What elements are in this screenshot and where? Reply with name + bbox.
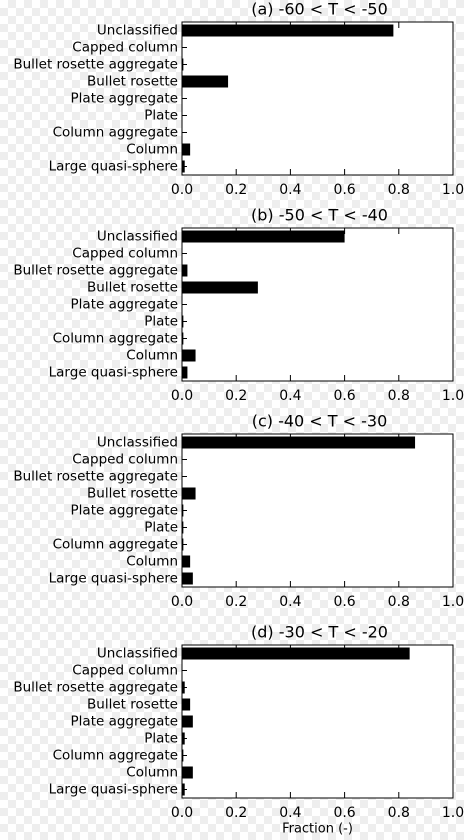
category-label: Column bbox=[126, 554, 178, 570]
category-label: Bullet rosette bbox=[87, 280, 178, 296]
x-axis-label: Fraction (-) bbox=[282, 822, 353, 837]
bar bbox=[182, 349, 196, 362]
bar bbox=[182, 647, 410, 660]
bar bbox=[182, 160, 185, 173]
category-label: Plate bbox=[144, 108, 178, 124]
category-label: Large quasi-sphere bbox=[49, 365, 178, 381]
category-label: Large quasi-sphere bbox=[49, 159, 178, 175]
category-label: Plate aggregate bbox=[71, 297, 178, 313]
x-tick-label: 0.4 bbox=[279, 182, 301, 198]
panel-title: (c) -40 < T < -30 bbox=[252, 412, 388, 431]
x-tick-label: 0.4 bbox=[279, 594, 301, 610]
category-label: Unclassified bbox=[97, 229, 178, 245]
bar bbox=[182, 521, 184, 534]
x-tick-label: 0.4 bbox=[279, 388, 301, 404]
bar bbox=[182, 572, 193, 585]
plot-frame bbox=[181, 227, 454, 382]
bar bbox=[182, 143, 191, 156]
plot-frame bbox=[181, 21, 454, 176]
category-label: Plate aggregate bbox=[71, 714, 178, 730]
x-tick-label: 0.8 bbox=[388, 594, 410, 610]
category-label: Column aggregate bbox=[53, 537, 178, 553]
category-label: Plate aggregate bbox=[71, 91, 178, 107]
bar bbox=[182, 332, 184, 345]
x-tick-label: 0.0 bbox=[171, 182, 193, 198]
bar bbox=[182, 715, 193, 728]
plot-frame bbox=[181, 644, 454, 799]
category-label: Column aggregate bbox=[53, 331, 178, 347]
category-label: Capped column bbox=[72, 663, 178, 679]
category-label: Bullet rosette aggregate bbox=[13, 263, 178, 279]
x-tick-label: 0.0 bbox=[171, 805, 193, 821]
category-label: Unclassified bbox=[97, 646, 178, 662]
category-label: Bullet rosette bbox=[87, 74, 178, 90]
bar bbox=[182, 281, 258, 294]
panel-title: (d) -30 < T < -20 bbox=[251, 623, 388, 642]
x-tick-label: 0.6 bbox=[333, 182, 355, 198]
bar bbox=[182, 681, 185, 694]
bar bbox=[182, 538, 184, 551]
x-tick-label: 0.0 bbox=[171, 594, 193, 610]
category-label: Bullet rosette bbox=[87, 697, 178, 713]
x-tick-label: 1.0 bbox=[442, 182, 464, 198]
category-label: Large quasi-sphere bbox=[49, 782, 178, 798]
category-label: Bullet rosette aggregate bbox=[13, 57, 178, 73]
bar bbox=[182, 58, 184, 71]
bar bbox=[182, 732, 185, 745]
bar bbox=[182, 555, 191, 568]
bar bbox=[182, 487, 196, 500]
category-label: Capped column bbox=[72, 40, 178, 56]
panel-title: (a) -60 < T < -50 bbox=[251, 0, 388, 19]
x-tick-label: 0.4 bbox=[279, 805, 301, 821]
x-tick-label: 0.2 bbox=[225, 594, 247, 610]
x-tick-label: 0.8 bbox=[388, 388, 410, 404]
category-label: Bullet rosette bbox=[87, 486, 178, 502]
x-tick-label: 0.0 bbox=[171, 388, 193, 404]
x-tick-label: 0.6 bbox=[333, 388, 355, 404]
bar bbox=[182, 749, 184, 762]
x-tick-label: 0.2 bbox=[225, 388, 247, 404]
bar bbox=[182, 315, 184, 328]
bar bbox=[182, 766, 193, 779]
bar bbox=[182, 436, 416, 449]
bar bbox=[182, 230, 345, 243]
category-label: Plate bbox=[144, 520, 178, 536]
x-tick-label: 0.6 bbox=[333, 594, 355, 610]
category-label: Capped column bbox=[72, 246, 178, 262]
category-label: Column aggregate bbox=[53, 748, 178, 764]
category-label: Unclassified bbox=[97, 23, 178, 39]
bar bbox=[182, 75, 229, 88]
x-tick-label: 0.8 bbox=[388, 805, 410, 821]
bar bbox=[182, 366, 188, 379]
x-tick-label: 1.0 bbox=[442, 805, 464, 821]
category-label: Column aggregate bbox=[53, 125, 178, 141]
x-tick-label: 1.0 bbox=[442, 388, 464, 404]
category-label: Plate bbox=[144, 731, 178, 747]
category-label: Plate bbox=[144, 314, 178, 330]
category-label: Plate aggregate bbox=[71, 503, 178, 519]
category-label: Unclassified bbox=[97, 435, 178, 451]
x-tick-label: 0.2 bbox=[225, 805, 247, 821]
category-label: Column bbox=[126, 765, 178, 781]
x-tick-label: 0.6 bbox=[333, 805, 355, 821]
x-tick-label: 0.2 bbox=[225, 182, 247, 198]
category-label: Large quasi-sphere bbox=[49, 571, 178, 587]
panel-title: (b) -50 < T < -40 bbox=[251, 206, 388, 225]
x-tick-label: 0.8 bbox=[388, 182, 410, 198]
category-label: Column bbox=[126, 142, 178, 158]
category-label: Bullet rosette aggregate bbox=[13, 680, 178, 696]
bar bbox=[182, 504, 184, 517]
bar bbox=[182, 264, 188, 277]
bar bbox=[182, 783, 185, 796]
plot-frame bbox=[181, 433, 454, 588]
x-tick-label: 1.0 bbox=[442, 594, 464, 610]
bar bbox=[182, 24, 394, 37]
category-label: Column bbox=[126, 348, 178, 364]
category-label: Capped column bbox=[72, 452, 178, 468]
category-label: Bullet rosette aggregate bbox=[13, 469, 178, 485]
bar bbox=[182, 698, 191, 711]
